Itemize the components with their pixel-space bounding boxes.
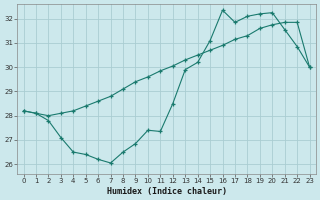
X-axis label: Humidex (Indice chaleur): Humidex (Indice chaleur): [107, 187, 227, 196]
